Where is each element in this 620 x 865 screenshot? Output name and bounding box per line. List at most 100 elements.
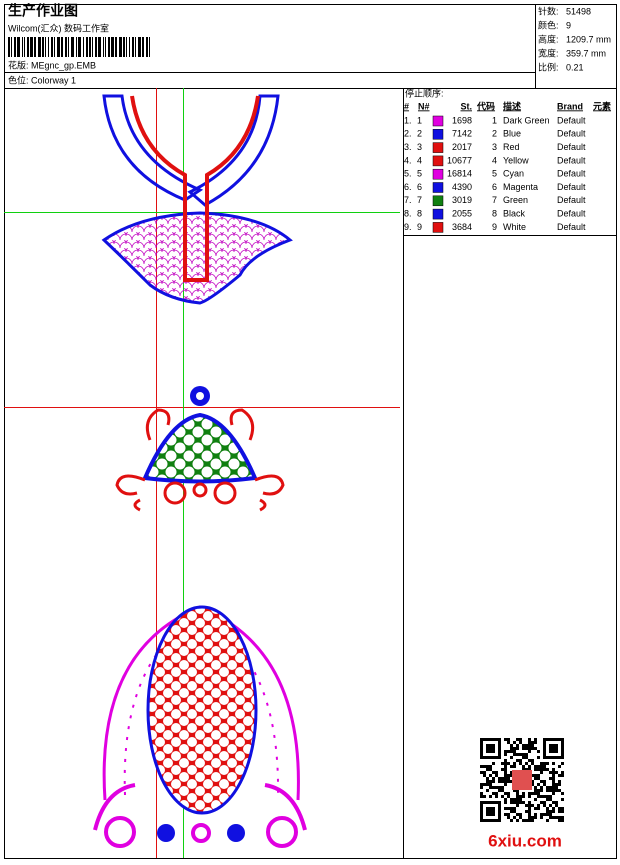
qr-cell <box>534 765 537 768</box>
qr-cell <box>507 762 510 765</box>
bar-line <box>51 37 53 57</box>
qr-cell <box>516 819 519 822</box>
qr-cell <box>543 804 546 807</box>
qr-cell <box>558 765 561 768</box>
qr-cell <box>510 744 513 747</box>
qr-cell <box>531 774 534 777</box>
bar-line <box>146 37 148 57</box>
qr-cell <box>507 750 510 753</box>
qr-cell <box>531 744 534 747</box>
qr-cell <box>552 786 555 789</box>
qr-cell <box>546 789 549 792</box>
qr-cell <box>534 774 537 777</box>
qr-cell <box>510 750 513 753</box>
qr-cell <box>525 810 528 813</box>
qr-cell <box>561 792 564 795</box>
row-index: 7. <box>404 195 412 205</box>
qr-cell <box>537 777 540 780</box>
table-header: 元素 <box>593 100 611 111</box>
qr-cell <box>537 765 540 768</box>
color-swatch <box>432 182 444 193</box>
qr-cell <box>528 801 531 804</box>
bar-line <box>115 37 117 57</box>
qr-cell <box>522 801 525 804</box>
qr-cell <box>516 798 519 801</box>
info-value: 0.21 <box>566 62 584 72</box>
qr-cell <box>480 783 483 786</box>
qr-cell <box>513 807 516 810</box>
color-swatch <box>432 168 444 180</box>
info-label: 高度: <box>538 33 559 44</box>
bar-line <box>132 37 134 57</box>
qr-cell <box>552 810 555 813</box>
qr-cell <box>552 783 555 786</box>
qr-cell <box>483 765 486 768</box>
qr-cell <box>510 771 513 774</box>
bar-line <box>54 37 55 57</box>
row-description: Black <box>503 208 526 218</box>
qr-cell <box>555 801 558 804</box>
qr-cell <box>537 768 540 771</box>
qr-cell <box>561 774 564 777</box>
qr-cell <box>549 786 552 789</box>
row-stitches: 4390 <box>452 182 472 192</box>
barcode <box>8 37 150 57</box>
qr-cell <box>501 768 504 771</box>
row-stitches: 10677 <box>447 155 472 165</box>
qr-cell <box>507 738 510 741</box>
qr-cell <box>495 792 498 795</box>
bar-line <box>129 37 130 57</box>
qr-cell <box>534 789 537 792</box>
color-swatch <box>432 115 444 127</box>
qr-cell <box>546 798 549 801</box>
qr-cell <box>546 762 549 765</box>
qr-cell <box>522 753 525 756</box>
qr-cell <box>528 813 531 816</box>
qr-cell <box>555 786 558 789</box>
bar-line <box>103 37 104 57</box>
qr-cell <box>525 744 528 747</box>
qr-cell <box>510 765 513 768</box>
bar-line <box>17 37 20 57</box>
qr-cell <box>492 777 495 780</box>
qr-cell <box>489 765 492 768</box>
qr-cell <box>534 798 537 801</box>
qr-cell <box>540 789 543 792</box>
bar-line <box>68 37 69 57</box>
row-brand: Default <box>557 182 586 192</box>
qr-cell <box>558 774 561 777</box>
row-description: Cyan <box>503 169 524 179</box>
qr-cell <box>507 807 510 810</box>
qr-cell <box>546 807 549 810</box>
row-n: 3 <box>417 142 422 152</box>
bar-line <box>8 37 10 57</box>
qr-cell <box>546 819 549 822</box>
qr-eye <box>486 807 495 816</box>
qr-cell <box>534 816 537 819</box>
row-description: Dark Green <box>503 115 550 125</box>
qr-cell <box>504 771 507 774</box>
color-swatch <box>432 142 444 153</box>
qr-cell <box>513 816 516 819</box>
qr-cell <box>504 759 507 762</box>
qr-cell <box>525 804 528 807</box>
qr-cell <box>543 795 546 798</box>
qr-cell <box>540 813 543 816</box>
qr-cell <box>486 765 489 768</box>
bar-line <box>27 37 29 57</box>
qr-cell <box>516 789 519 792</box>
bar-line <box>76 37 77 57</box>
bar-line <box>71 37 74 57</box>
table-caption: 停止顺序: <box>405 87 444 98</box>
qr-cell <box>546 810 549 813</box>
qr-cell <box>528 741 531 744</box>
qr-cell <box>537 756 540 759</box>
qr-cell <box>543 765 546 768</box>
qr-cell <box>522 819 525 822</box>
qr-cell <box>552 801 555 804</box>
qr-cell <box>513 741 516 744</box>
qr-cell <box>483 783 486 786</box>
row-n: 8 <box>417 208 422 218</box>
qr-cell <box>558 783 561 786</box>
row-stitches: 3019 <box>452 195 472 205</box>
